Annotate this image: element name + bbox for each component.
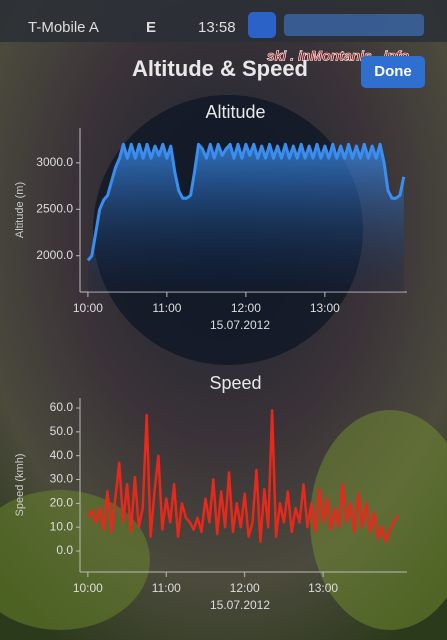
- logo-icon: [248, 12, 276, 38]
- y-tick-label: 60.0: [50, 400, 74, 414]
- y-tick-label: 40.0: [50, 448, 74, 462]
- background-shape: [310, 410, 447, 630]
- chart-title: Speed: [209, 373, 261, 393]
- y-tick-label: 2000.0: [36, 248, 73, 262]
- carrier: T-Mobile A: [28, 19, 99, 36]
- y-axis-label: Altitude (m): [14, 182, 26, 238]
- x-tick-label: 10:00: [73, 301, 103, 315]
- done-button[interactable]: [361, 56, 425, 88]
- x-tick-label: 11:00: [152, 301, 181, 315]
- x-tick-label: 12:00: [231, 301, 261, 315]
- done-label[interactable]: Done: [374, 63, 412, 80]
- network: E: [146, 19, 156, 36]
- altitude-line: [86, 142, 406, 262]
- y-tick-label: 50.0: [50, 424, 74, 438]
- x-axis-label: 15.07.2012: [210, 318, 270, 332]
- nav-title: Altitude & Speed: [132, 56, 308, 81]
- x-tick-label: 13:00: [310, 301, 340, 315]
- x-tick-label: 12:00: [230, 581, 260, 595]
- y-tick-label: 0.0: [56, 543, 73, 557]
- x-tick-label: 11:00: [152, 581, 181, 595]
- chart-title: Altitude: [205, 102, 265, 122]
- altitude-area: [87, 144, 404, 292]
- y-axis-label: Speed (kmh): [14, 454, 26, 517]
- y-tick-label: 2500.0: [36, 201, 73, 215]
- y-tick-label: 20.0: [50, 496, 74, 510]
- x-axis-label: 15.07.2012: [210, 598, 270, 612]
- x-tick-label: 10:00: [73, 581, 103, 595]
- y-tick-label: 10.0: [50, 519, 74, 533]
- x-tick-label: 13:00: [308, 581, 338, 595]
- clock: 13:58: [198, 19, 236, 36]
- y-tick-label: 30.0: [50, 472, 74, 486]
- logo-box: [284, 14, 424, 36]
- speed-line: [86, 409, 399, 543]
- y-tick-label: 3000.0: [36, 155, 73, 169]
